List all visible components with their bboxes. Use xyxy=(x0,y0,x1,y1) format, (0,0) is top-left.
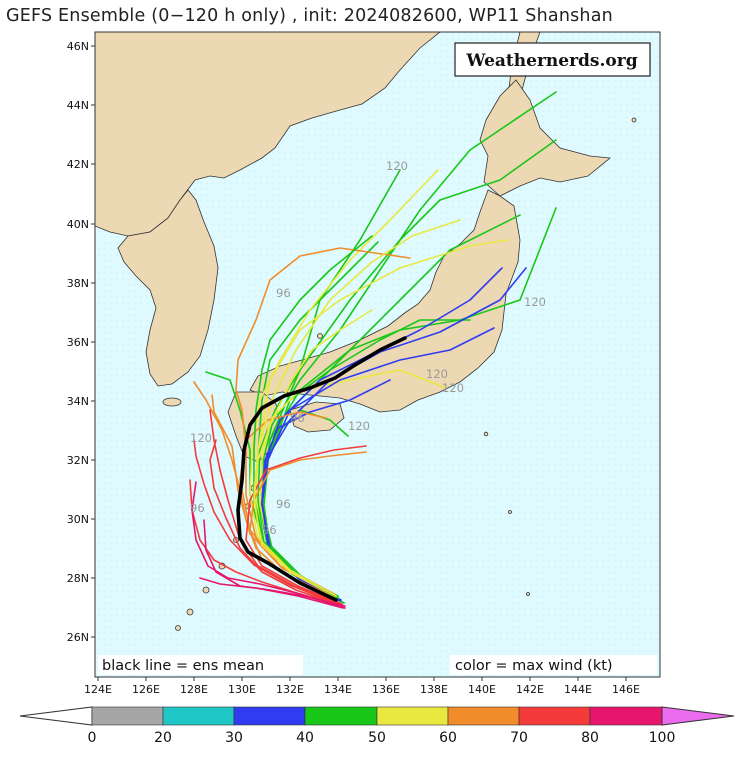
colorbar-low-arrow xyxy=(19,706,93,726)
hour-label: 96 xyxy=(276,286,291,300)
hour-labels: 120 96 120 120 120 120 120 96 96 96 96 xyxy=(190,159,546,537)
track-member xyxy=(209,439,343,607)
color-scale-note: color = max wind (kt) xyxy=(455,658,613,674)
ensemble-tracks xyxy=(189,91,557,609)
colorbar-segment xyxy=(233,706,306,726)
hour-label: 96 xyxy=(276,497,291,511)
lon-label: 138E xyxy=(420,683,448,696)
map-frame xyxy=(94,31,661,678)
colorbar-segment xyxy=(518,706,591,726)
shikoku-island xyxy=(289,401,345,433)
track-member xyxy=(193,439,341,606)
lon-label: 132E xyxy=(276,683,304,696)
lat-label: 28N xyxy=(67,572,89,585)
lon-label: 130E xyxy=(228,683,256,696)
colorbar-label: 100 xyxy=(649,730,676,746)
hour-label: 120 xyxy=(524,295,546,309)
wind-colorbar: 0 20 30 40 50 60 70 80 100 xyxy=(19,706,735,746)
colorbar-label: 70 xyxy=(510,730,528,746)
track-member xyxy=(253,219,461,597)
hour-label: 120 xyxy=(442,381,464,395)
jeju-island xyxy=(162,397,182,407)
colorbar-segment xyxy=(589,706,663,726)
colorbar-label: 0 xyxy=(88,730,97,746)
hokkaido-island xyxy=(479,79,612,197)
color-note-bg xyxy=(450,655,657,675)
brand-label: Weathernerds.org xyxy=(465,51,637,71)
lat-label: 42N xyxy=(67,158,89,171)
korean-peninsula xyxy=(117,189,219,387)
latitude-axis: 46N 44N 42N 40N 38N 36N 34N 32N 30N 28N … xyxy=(67,40,95,644)
colorbar-label: 40 xyxy=(296,730,314,746)
lat-label: 32N xyxy=(67,454,89,467)
hour-label: 96 xyxy=(290,411,305,425)
mean-line-note: black line = ens mean xyxy=(102,658,264,674)
lon-label: 144E xyxy=(564,683,592,696)
lat-label: 38N xyxy=(67,277,89,290)
mean-note-bg xyxy=(98,655,303,675)
lat-label: 36N xyxy=(67,336,89,349)
hour-label: 120 xyxy=(426,367,448,381)
track-member xyxy=(191,481,346,609)
track-member xyxy=(209,409,341,605)
colorbar-label: 20 xyxy=(154,730,172,746)
hour-label: 120 xyxy=(386,159,408,173)
lon-label: 136E xyxy=(372,683,400,696)
lon-label: 134E xyxy=(324,683,352,696)
colorbar-label: 80 xyxy=(581,730,599,746)
hour-label: 120 xyxy=(348,419,370,433)
lat-label: 46N xyxy=(67,40,89,53)
track-member xyxy=(245,445,367,605)
colorbar-segment xyxy=(162,706,235,726)
track-member xyxy=(253,309,373,598)
lat-label: 40N xyxy=(67,218,89,231)
lat-label: 34N xyxy=(67,395,89,408)
lat-label: 26N xyxy=(67,631,89,644)
longitude-axis: 124E 126E 128E 130E 132E 134E 136E 138E … xyxy=(84,677,640,696)
ensemble-mean-track xyxy=(236,336,407,602)
colorbar-label: 50 xyxy=(368,730,386,746)
colorbar-label: 30 xyxy=(225,730,243,746)
track-member xyxy=(203,519,346,607)
track-member xyxy=(253,235,373,599)
lat-label: 30N xyxy=(67,513,89,526)
lon-label: 124E xyxy=(84,683,112,696)
colorbar-segment xyxy=(376,706,449,726)
colorbar-segment xyxy=(447,706,520,726)
colorbar-high-arrow xyxy=(661,706,735,726)
hour-label: 96 xyxy=(190,501,205,515)
lon-label: 140E xyxy=(468,683,496,696)
colorbar-label: 60 xyxy=(439,730,457,746)
brand-box: Weathernerds.org xyxy=(454,42,651,77)
colorbar-segment xyxy=(91,706,164,726)
hour-label: 96 xyxy=(262,523,277,537)
chart-title: GEFS Ensemble (0−120 h only) , init: 202… xyxy=(6,6,613,26)
lat-label: 44N xyxy=(67,99,89,112)
lon-label: 126E xyxy=(132,683,160,696)
hour-label: 120 xyxy=(190,431,212,445)
lon-label: 142E xyxy=(516,683,544,696)
colorbar-segment xyxy=(304,706,378,726)
lon-label: 146E xyxy=(612,683,640,696)
lon-label: 128E xyxy=(180,683,208,696)
